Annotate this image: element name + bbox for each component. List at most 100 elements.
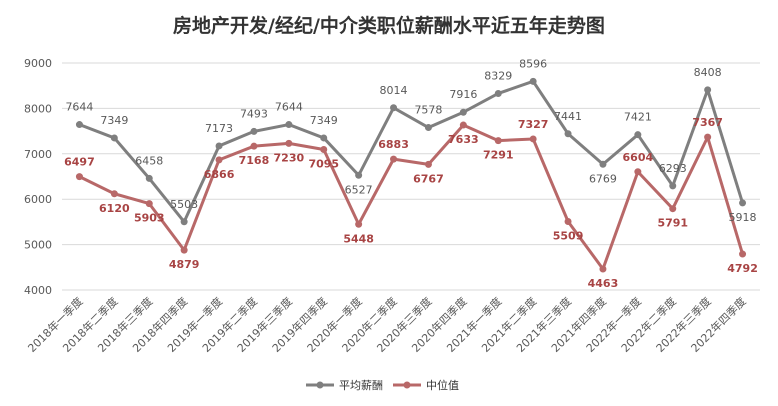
legend: 平均薪酬 中位值 xyxy=(306,378,459,392)
data-label: 7168 xyxy=(239,154,270,167)
data-point xyxy=(459,121,467,129)
data-point xyxy=(110,190,118,198)
data-label: 7349 xyxy=(100,114,128,127)
data-label: 8329 xyxy=(484,69,512,82)
data-label: 7173 xyxy=(205,122,233,135)
data-point xyxy=(529,135,537,143)
data-label: 7327 xyxy=(518,118,549,131)
data-label: 6293 xyxy=(659,162,687,175)
data-point xyxy=(320,134,328,142)
data-point xyxy=(599,265,607,273)
series-line-median xyxy=(78,123,744,271)
data-label: 6866 xyxy=(204,168,235,181)
data-label: 4792 xyxy=(727,262,758,275)
data-label: 6604 xyxy=(623,151,654,164)
data-point xyxy=(75,121,83,129)
data-point xyxy=(564,217,572,225)
data-label: 7095 xyxy=(308,157,339,170)
data-label: 5918 xyxy=(729,211,757,224)
data-label: 7421 xyxy=(624,111,652,124)
data-label: 6497 xyxy=(64,156,95,169)
data-label: 8596 xyxy=(519,57,547,70)
data-point xyxy=(215,142,223,150)
data-label: 5509 xyxy=(553,229,584,242)
data-label: 7349 xyxy=(310,114,338,127)
data-label: 7291 xyxy=(483,149,514,162)
data-label: 5791 xyxy=(657,217,688,230)
series-group xyxy=(75,77,747,273)
data-label: 8014 xyxy=(380,84,408,97)
data-label: 6527 xyxy=(345,183,373,196)
data-point xyxy=(494,137,502,145)
data-point xyxy=(494,89,502,97)
data-point xyxy=(564,130,572,138)
data-label: 7578 xyxy=(414,104,442,117)
data-point xyxy=(250,127,258,135)
data-point xyxy=(424,160,432,168)
data-label: 7644 xyxy=(65,101,93,114)
data-label: 6458 xyxy=(135,154,163,167)
data-label: 5503 xyxy=(170,198,198,211)
data-point xyxy=(390,155,398,163)
legend-marker xyxy=(403,381,411,389)
data-point xyxy=(599,160,607,168)
data-label: 6769 xyxy=(589,172,617,185)
y-tick-label: 5000 xyxy=(24,239,52,252)
data-point xyxy=(704,86,712,94)
data-point xyxy=(739,250,747,258)
data-point xyxy=(424,124,432,132)
data-point xyxy=(285,121,293,129)
data-label: 8408 xyxy=(694,66,722,79)
data-point xyxy=(669,205,677,213)
data-point xyxy=(215,156,223,164)
data-label: 7493 xyxy=(240,107,268,120)
data-label: 7644 xyxy=(275,101,303,114)
y-tick-label: 4000 xyxy=(24,284,52,297)
data-point xyxy=(250,142,258,150)
data-point xyxy=(634,168,642,176)
data-point xyxy=(180,246,188,254)
y-tick-label: 8000 xyxy=(24,102,52,115)
data-point xyxy=(180,218,188,226)
data-point xyxy=(145,200,153,208)
data-point xyxy=(285,139,293,147)
legend-label: 中位值 xyxy=(426,378,459,392)
data-point xyxy=(390,104,398,112)
y-axis-ticks: 4000 5000 6000 7000 8000 9000 xyxy=(24,57,52,297)
data-point xyxy=(739,199,747,207)
series-line-avg-salary xyxy=(78,79,744,224)
data-point xyxy=(459,108,467,116)
y-tick-label: 9000 xyxy=(24,57,52,70)
x-axis-ticks: 2018年一季度2018年二季度2018年三季度2018年四季度2019年一季度… xyxy=(25,294,749,355)
data-point xyxy=(669,182,677,190)
data-label: 7230 xyxy=(274,151,305,164)
data-point xyxy=(320,145,328,153)
gridlines xyxy=(62,62,760,291)
legend-marker xyxy=(316,381,324,389)
data-point xyxy=(110,134,118,142)
data-label: 7633 xyxy=(448,133,479,146)
legend-label: 平均薪酬 xyxy=(339,379,383,392)
data-label: 7916 xyxy=(449,88,477,101)
data-label: 5903 xyxy=(134,212,165,225)
data-point xyxy=(704,133,712,141)
data-point xyxy=(75,173,83,181)
data-label: 7367 xyxy=(692,116,723,129)
data-label: 4879 xyxy=(169,258,200,271)
data-point xyxy=(529,77,537,85)
data-label: 6767 xyxy=(413,172,444,185)
data-label: 6883 xyxy=(378,138,409,151)
data-point xyxy=(355,171,363,179)
y-tick-label: 7000 xyxy=(24,148,52,161)
chart-title: 房地产开发/经纪/中介类职位薪酬水平近五年走势图 xyxy=(173,14,605,37)
data-label: 6120 xyxy=(99,202,130,215)
data-label: 4463 xyxy=(588,277,619,290)
data-label: 7441 xyxy=(554,110,582,123)
data-label: 5448 xyxy=(343,232,374,245)
data-point xyxy=(634,131,642,139)
y-tick-label: 6000 xyxy=(24,193,52,206)
data-point xyxy=(355,220,363,228)
data-point xyxy=(145,174,153,182)
data-labels: 7644 7349 6458 5503 7173 7493 7644 7349 6527 8014… xyxy=(64,57,758,290)
